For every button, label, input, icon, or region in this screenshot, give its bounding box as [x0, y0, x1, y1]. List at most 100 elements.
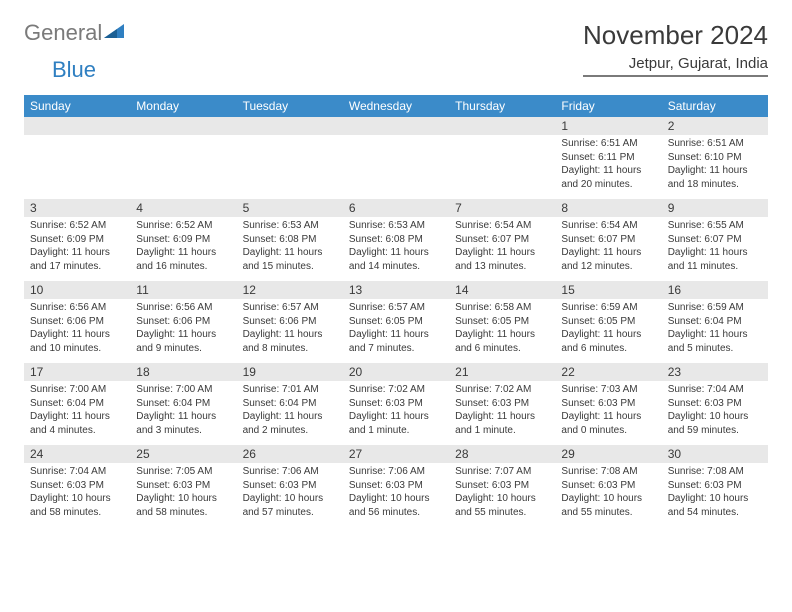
logo: General [24, 20, 126, 46]
daylight-text: Daylight: 11 hours and 7 minutes. [349, 328, 443, 355]
daylight-text: Daylight: 11 hours and 0 minutes. [561, 410, 655, 437]
sunset-text: Sunset: 6:07 PM [561, 233, 655, 247]
day-number: 12 [237, 281, 343, 299]
sunset-text: Sunset: 6:07 PM [455, 233, 549, 247]
sunrise-text: Sunrise: 7:05 AM [136, 465, 230, 479]
day-number: 13 [343, 281, 449, 299]
day-content [130, 135, 236, 199]
daylight-text: Daylight: 11 hours and 10 minutes. [30, 328, 124, 355]
daynum-row: 3456789 [24, 199, 768, 217]
sunrise-text: Sunrise: 6:56 AM [30, 301, 124, 315]
sunrise-text: Sunrise: 7:08 AM [561, 465, 655, 479]
daynum-row: 17181920212223 [24, 363, 768, 381]
day-content: Sunrise: 7:02 AMSunset: 6:03 PMDaylight:… [343, 381, 449, 445]
day-content: Sunrise: 6:56 AMSunset: 6:06 PMDaylight:… [24, 299, 130, 363]
sunrise-text: Sunrise: 6:56 AM [136, 301, 230, 315]
daylight-text: Daylight: 11 hours and 1 minute. [455, 410, 549, 437]
sunset-text: Sunset: 6:06 PM [243, 315, 337, 329]
daylight-text: Daylight: 11 hours and 9 minutes. [136, 328, 230, 355]
day-content: Sunrise: 7:04 AMSunset: 6:03 PMDaylight:… [662, 381, 768, 445]
day-number: 16 [662, 281, 768, 299]
day-content: Sunrise: 7:08 AMSunset: 6:03 PMDaylight:… [662, 463, 768, 527]
daylight-text: Daylight: 10 hours and 59 minutes. [668, 410, 762, 437]
sunrise-text: Sunrise: 6:59 AM [668, 301, 762, 315]
day-content: Sunrise: 6:53 AMSunset: 6:08 PMDaylight:… [343, 217, 449, 281]
day-number [237, 117, 343, 135]
weekday-sunday: Sunday [24, 95, 130, 117]
sunset-text: Sunset: 6:09 PM [30, 233, 124, 247]
day-number: 26 [237, 445, 343, 463]
daylight-text: Daylight: 11 hours and 12 minutes. [561, 246, 655, 273]
sunrise-text: Sunrise: 7:02 AM [349, 383, 443, 397]
daycontent-row: Sunrise: 7:04 AMSunset: 6:03 PMDaylight:… [24, 463, 768, 527]
daylight-text: Daylight: 10 hours and 56 minutes. [349, 492, 443, 519]
daycontent-row: Sunrise: 7:00 AMSunset: 6:04 PMDaylight:… [24, 381, 768, 445]
sunset-text: Sunset: 6:04 PM [668, 315, 762, 329]
day-number: 19 [237, 363, 343, 381]
sunrise-text: Sunrise: 7:06 AM [243, 465, 337, 479]
day-number: 18 [130, 363, 236, 381]
sunrise-text: Sunrise: 6:53 AM [243, 219, 337, 233]
day-number: 25 [130, 445, 236, 463]
sunset-text: Sunset: 6:04 PM [243, 397, 337, 411]
daylight-text: Daylight: 10 hours and 58 minutes. [136, 492, 230, 519]
month-title: November 2024 [583, 20, 768, 51]
sunrise-text: Sunrise: 6:54 AM [561, 219, 655, 233]
day-number [24, 117, 130, 135]
sunset-text: Sunset: 6:03 PM [561, 479, 655, 493]
daylight-text: Daylight: 10 hours and 54 minutes. [668, 492, 762, 519]
sunrise-text: Sunrise: 6:57 AM [349, 301, 443, 315]
daynum-row: 10111213141516 [24, 281, 768, 299]
day-content: Sunrise: 7:05 AMSunset: 6:03 PMDaylight:… [130, 463, 236, 527]
day-content: Sunrise: 7:00 AMSunset: 6:04 PMDaylight:… [130, 381, 236, 445]
day-content: Sunrise: 7:00 AMSunset: 6:04 PMDaylight:… [24, 381, 130, 445]
logo-word1: General [24, 20, 102, 46]
sunset-text: Sunset: 6:03 PM [349, 479, 443, 493]
calendar-grid: SundayMondayTuesdayWednesdayThursdayFrid… [24, 95, 768, 527]
sunset-text: Sunset: 6:03 PM [561, 397, 655, 411]
day-content: Sunrise: 7:07 AMSunset: 6:03 PMDaylight:… [449, 463, 555, 527]
day-content: Sunrise: 6:51 AMSunset: 6:10 PMDaylight:… [662, 135, 768, 199]
sunset-text: Sunset: 6:03 PM [243, 479, 337, 493]
daylight-text: Daylight: 11 hours and 2 minutes. [243, 410, 337, 437]
sunrise-text: Sunrise: 7:04 AM [668, 383, 762, 397]
day-number: 17 [24, 363, 130, 381]
sunrise-text: Sunrise: 7:07 AM [455, 465, 549, 479]
day-number: 5 [237, 199, 343, 217]
day-content: Sunrise: 7:06 AMSunset: 6:03 PMDaylight:… [343, 463, 449, 527]
day-number: 4 [130, 199, 236, 217]
sunset-text: Sunset: 6:04 PM [136, 397, 230, 411]
weekday-monday: Monday [130, 95, 236, 117]
sunset-text: Sunset: 6:06 PM [30, 315, 124, 329]
daylight-text: Daylight: 10 hours and 58 minutes. [30, 492, 124, 519]
day-content [343, 135, 449, 199]
day-content: Sunrise: 7:08 AMSunset: 6:03 PMDaylight:… [555, 463, 661, 527]
daylight-text: Daylight: 11 hours and 6 minutes. [561, 328, 655, 355]
day-number: 24 [24, 445, 130, 463]
sunset-text: Sunset: 6:07 PM [668, 233, 762, 247]
sunrise-text: Sunrise: 7:06 AM [349, 465, 443, 479]
sunset-text: Sunset: 6:05 PM [349, 315, 443, 329]
daynum-row: 12 [24, 117, 768, 135]
daylight-text: Daylight: 11 hours and 3 minutes. [136, 410, 230, 437]
day-content: Sunrise: 7:04 AMSunset: 6:03 PMDaylight:… [24, 463, 130, 527]
day-content: Sunrise: 6:54 AMSunset: 6:07 PMDaylight:… [449, 217, 555, 281]
day-content: Sunrise: 6:58 AMSunset: 6:05 PMDaylight:… [449, 299, 555, 363]
day-number: 20 [343, 363, 449, 381]
sunset-text: Sunset: 6:03 PM [455, 479, 549, 493]
daycontent-row: Sunrise: 6:52 AMSunset: 6:09 PMDaylight:… [24, 217, 768, 281]
sunset-text: Sunset: 6:03 PM [668, 397, 762, 411]
day-number: 8 [555, 199, 661, 217]
daylight-text: Daylight: 11 hours and 20 minutes. [561, 164, 655, 191]
triangle-icon [104, 22, 124, 45]
day-content: Sunrise: 6:56 AMSunset: 6:06 PMDaylight:… [130, 299, 236, 363]
daylight-text: Daylight: 11 hours and 15 minutes. [243, 246, 337, 273]
day-number [449, 117, 555, 135]
day-number: 9 [662, 199, 768, 217]
sunset-text: Sunset: 6:03 PM [668, 479, 762, 493]
sunrise-text: Sunrise: 7:01 AM [243, 383, 337, 397]
sunrise-text: Sunrise: 6:53 AM [349, 219, 443, 233]
day-content: Sunrise: 6:51 AMSunset: 6:11 PMDaylight:… [555, 135, 661, 199]
sunset-text: Sunset: 6:08 PM [243, 233, 337, 247]
day-number: 28 [449, 445, 555, 463]
